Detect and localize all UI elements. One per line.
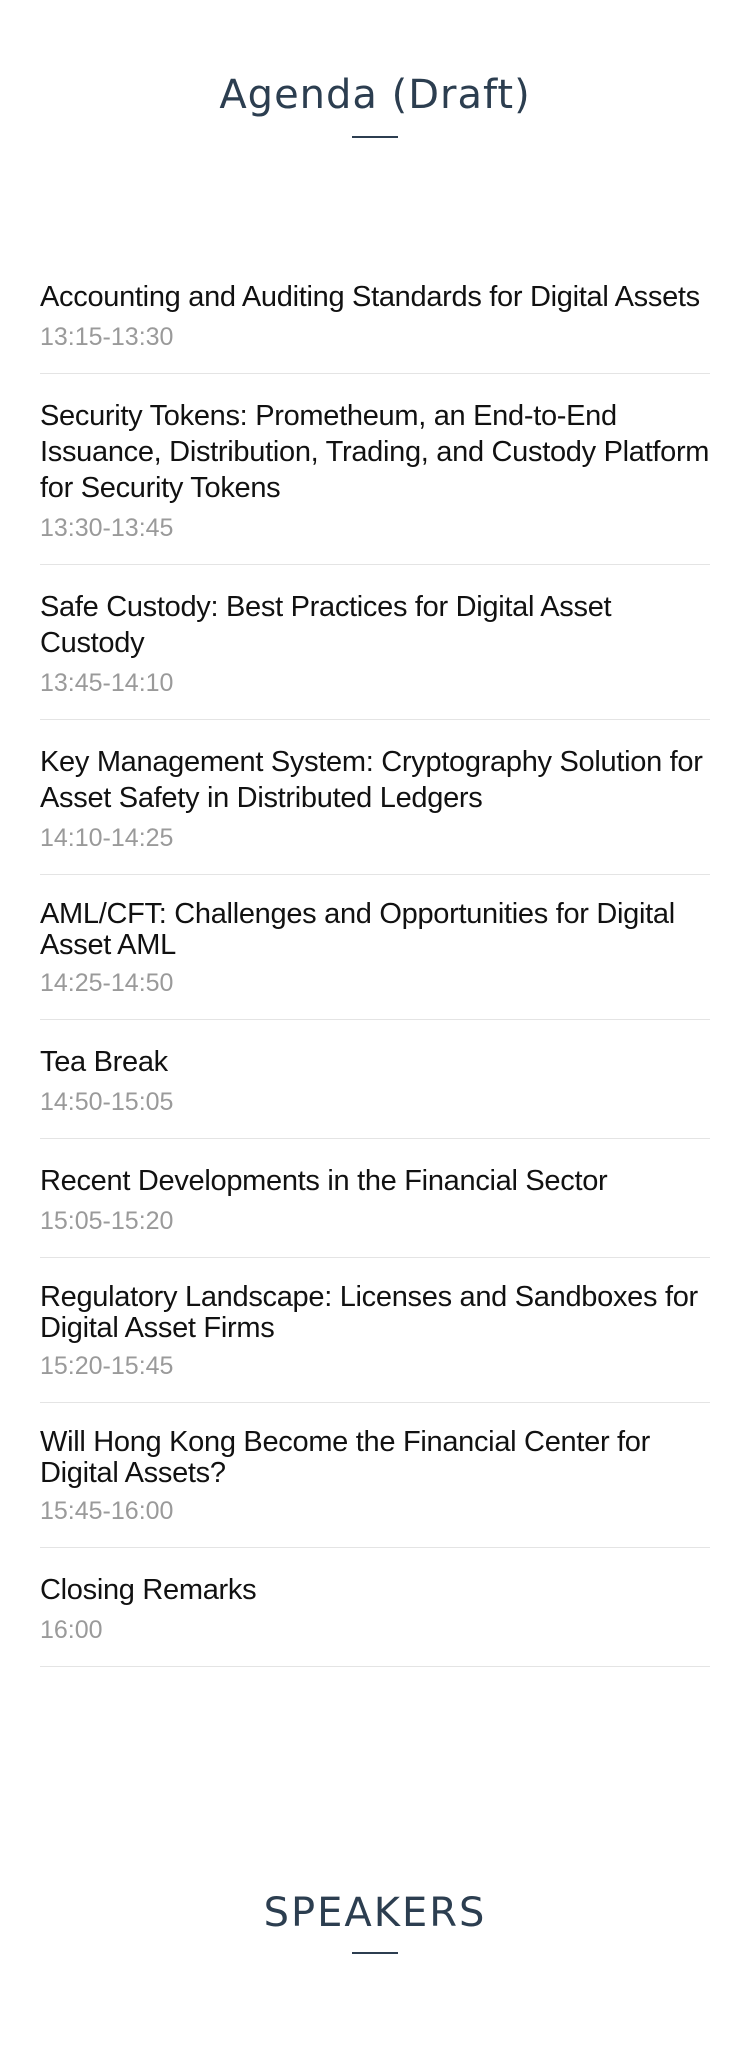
speakers-title-underline [352, 1952, 398, 1954]
agenda-item-time: 14:10-14:25 [40, 824, 174, 852]
agenda-title-underline [352, 136, 398, 138]
agenda-item-title: Regulatory Landscape: Licenses and Sandb… [40, 1281, 698, 1344]
agenda-item: Recent Developments in the Financial Sec… [40, 1139, 710, 1258]
agenda-item-time: 14:25-14:50 [40, 969, 174, 997]
speakers-title: SPEAKERS [263, 1890, 487, 1936]
agenda-item-title: Key Management System: Cryptography Solu… [40, 746, 703, 814]
agenda-item-time: 16:00 [40, 1616, 103, 1644]
agenda-item: Safe Custody: Best Practices for Digital… [40, 565, 710, 720]
agenda-item: AML/CFT: Challenges and Opportunities fo… [40, 875, 710, 1020]
agenda-item-title: Safe Custody: Best Practices for Digital… [40, 591, 612, 659]
agenda-item-time: 13:30-13:45 [40, 514, 174, 542]
agenda-item-time: 15:45-16:00 [40, 1497, 174, 1525]
agenda-item-title: Accounting and Auditing Standards for Di… [40, 281, 700, 313]
agenda-item-time: 15:20-15:45 [40, 1352, 174, 1380]
agenda-item-time: 13:15-13:30 [40, 323, 174, 351]
agenda-title: Agenda (Draft) [219, 72, 531, 118]
agenda-item-title: Will Hong Kong Become the Financial Cent… [40, 1426, 650, 1489]
agenda-item-title: AML/CFT: Challenges and Opportunities fo… [40, 898, 675, 961]
agenda-item: Will Hong Kong Become the Financial Cent… [40, 1403, 710, 1548]
agenda-item-time: 15:05-15:20 [40, 1207, 174, 1235]
agenda-list: Accounting and Auditing Standards for Di… [40, 255, 710, 1667]
agenda-item: Security Tokens: Prometheum, an End-to-E… [40, 374, 710, 565]
agenda-item: Accounting and Auditing Standards for Di… [40, 255, 710, 374]
agenda-item: Tea Break 14:50-15:05 [40, 1020, 710, 1139]
agenda-item-time: 13:45-14:10 [40, 669, 174, 697]
agenda-item-title: Closing Remarks [40, 1574, 257, 1606]
agenda-item-time: 14:50-15:05 [40, 1088, 174, 1116]
agenda-item-title: Recent Developments in the Financial Sec… [40, 1165, 608, 1197]
agenda-item-title: Tea Break [40, 1046, 168, 1078]
agenda-item: Regulatory Landscape: Licenses and Sandb… [40, 1258, 710, 1403]
agenda-item-title: Security Tokens: Prometheum, an End-to-E… [40, 400, 710, 504]
agenda-item: Key Management System: Cryptography Solu… [40, 720, 710, 875]
agenda-item: Closing Remarks 16:00 [40, 1548, 710, 1667]
